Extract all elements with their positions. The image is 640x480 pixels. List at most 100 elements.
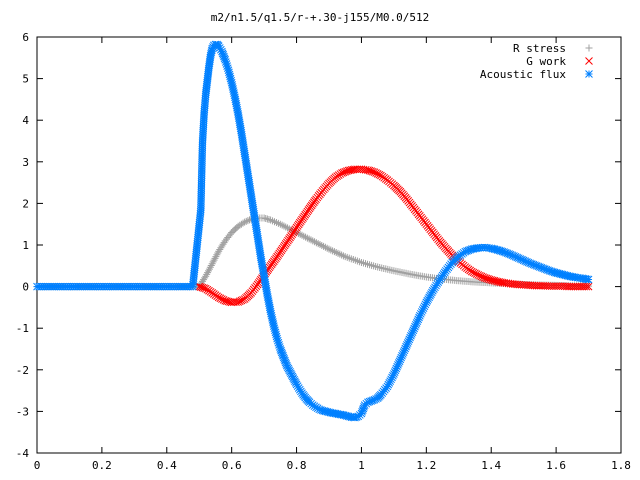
acoustic-flux-point (508, 251, 517, 260)
acoustic-flux-point (392, 364, 401, 373)
acoustic-flux-point (413, 317, 422, 326)
r-stress-point (210, 256, 218, 264)
acoustic-flux-point (289, 374, 298, 382)
r-stress-point (278, 221, 286, 229)
r-stress-point (316, 241, 324, 249)
acoustic-flux-point (397, 353, 406, 362)
r-stress-point (262, 214, 270, 222)
acoustic-flux-point (531, 261, 539, 270)
acoustic-flux-point (500, 248, 509, 256)
acoustic-flux-point (550, 268, 559, 277)
acoustic-flux-point (539, 264, 547, 273)
acoustic-flux-point (427, 290, 435, 298)
r-stress-point (302, 233, 310, 241)
acoustic-flux-point (544, 266, 552, 275)
acoustic-flux-point (547, 267, 556, 276)
acoustic-flux-point (288, 372, 297, 381)
acoustic-flux-point (419, 304, 428, 312)
acoustic-flux-point (364, 398, 372, 407)
r-stress-point (205, 265, 213, 273)
r-stress-point (241, 218, 249, 226)
acoustic-flux-point (407, 331, 415, 340)
acoustic-flux-point (412, 319, 421, 327)
acoustic-flux-point (513, 253, 522, 262)
acoustic-flux-point (415, 311, 424, 320)
acoustic-flux-point (317, 406, 325, 414)
y-tick-label: 1 (22, 239, 29, 252)
r-stress-point (207, 262, 215, 270)
acoustic-flux-point (279, 353, 288, 362)
y-tick-label: 2 (22, 197, 29, 210)
r-stress-point (203, 270, 211, 278)
r-stress-point (280, 222, 288, 230)
acoustic-flux-point (275, 340, 283, 349)
acoustic-flux-point (542, 265, 551, 274)
acoustic-flux-point (390, 370, 398, 378)
acoustic-flux-point (495, 246, 504, 255)
y-tick-label: 0 (22, 281, 29, 294)
r-stress-point (284, 224, 292, 232)
acoustic-flux-point (523, 257, 531, 266)
x-tick-label: 0.4 (157, 459, 177, 472)
r-stress-point (201, 274, 209, 282)
acoustic-flux-point (220, 54, 229, 63)
g-work-point (346, 166, 354, 175)
acoustic-flux-point (269, 322, 278, 330)
acoustic-flux-point (501, 248, 510, 257)
r-stress-point (323, 244, 331, 252)
acoustic-flux-point (216, 45, 225, 54)
acoustic-flux-point (292, 380, 301, 389)
legend-marker (585, 57, 593, 65)
acoustic-flux-point (406, 333, 414, 342)
acoustic-flux-point (277, 346, 285, 355)
r-stress-point (263, 215, 271, 223)
g-work-point (493, 277, 502, 286)
acoustic-flux-point (279, 351, 287, 360)
r-stress-point (206, 263, 214, 271)
r-stress-point (332, 248, 340, 256)
acoustic-flux-point (395, 357, 404, 366)
acoustic-flux-point (286, 368, 294, 376)
acoustic-flux-point (399, 348, 408, 356)
g-work-point (584, 282, 593, 291)
r-stress-point (204, 267, 212, 275)
acoustic-flux-point (273, 334, 281, 343)
acoustic-flux-point (428, 288, 436, 297)
acoustic-flux-point (270, 324, 279, 333)
acoustic-flux-point (461, 247, 470, 256)
acoustic-flux-point (387, 375, 395, 384)
r-stress-point (265, 216, 273, 224)
r-stress-point (325, 245, 333, 253)
acoustic-flux-point (291, 377, 299, 386)
acoustic-flux-point (391, 366, 400, 375)
acoustic-flux-point (401, 344, 410, 353)
acoustic-flux-point (421, 300, 430, 309)
acoustic-flux-point (225, 70, 234, 79)
r-stress-point (202, 272, 210, 280)
acoustic-flux-point (418, 306, 427, 314)
acoustic-flux-point (281, 356, 289, 365)
acoustic-flux-point (407, 330, 416, 338)
acoustic-flux-point (226, 74, 235, 83)
acoustic-flux-point (222, 60, 231, 68)
r-stress-point (336, 250, 344, 258)
acoustic-flux-point (357, 409, 366, 418)
r-stress-point (339, 252, 347, 260)
r-stress-point (327, 246, 335, 254)
x-tick-label: 0.8 (287, 459, 307, 472)
acoustic-flux-point (390, 368, 399, 376)
acoustic-flux-point (519, 256, 528, 265)
acoustic-flux-point (526, 259, 535, 268)
r-stress-point (329, 247, 337, 255)
y-tick-label: -4 (16, 447, 30, 460)
acoustic-flux-point (506, 250, 515, 259)
acoustic-flux-point (370, 395, 379, 404)
acoustic-flux-point (215, 44, 224, 52)
acoustic-flux-point (518, 255, 526, 264)
acoustic-flux-point (463, 247, 471, 255)
acoustic-flux-point (223, 62, 231, 70)
acoustic-flux-point (208, 44, 217, 53)
y-tick-label: 4 (22, 114, 29, 127)
acoustic-flux-point (393, 362, 401, 371)
r-stress-point (312, 239, 320, 247)
